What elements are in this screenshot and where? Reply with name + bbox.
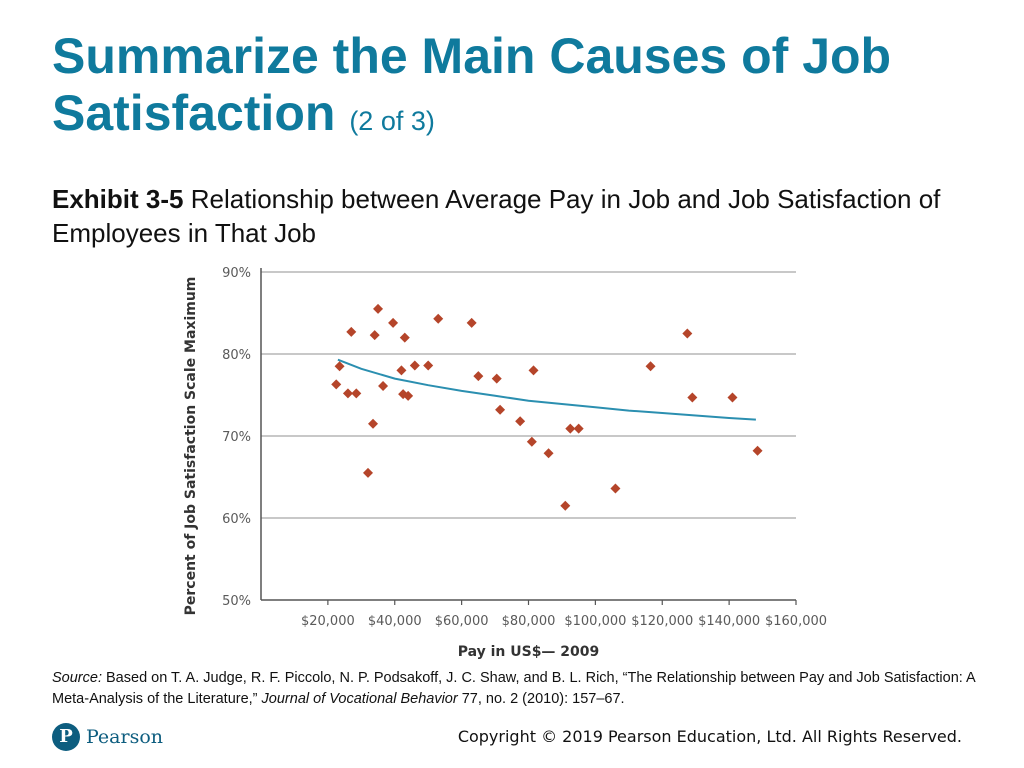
axes	[260, 268, 797, 605]
data-point	[378, 380, 389, 391]
data-point	[645, 361, 656, 372]
data-point	[573, 423, 584, 434]
data-point	[610, 483, 621, 494]
source-label: Source:	[52, 670, 102, 686]
data-point	[368, 418, 379, 429]
y-tick-label: 60%	[222, 512, 251, 527]
data-point	[342, 388, 353, 399]
copyright-notice: Copyright © 2019 Pearson Education, Ltd.…	[457, 727, 962, 746]
slide-title-text: Summarize the Main Causes of Job Satisfa…	[52, 28, 892, 141]
y-tick-label: 70%	[222, 430, 251, 445]
data-point	[351, 388, 362, 399]
slide-title: Summarize the Main Causes of Job Satisfa…	[52, 28, 992, 150]
pearson-logo-icon: P	[52, 723, 80, 751]
trend-line	[337, 358, 756, 421]
data-point	[687, 392, 698, 403]
x-tick-label: $80,000	[502, 614, 556, 629]
x-tick-label: $60,000	[435, 614, 489, 629]
data-point	[528, 365, 539, 376]
data-point	[565, 423, 576, 434]
x-tick-label: $40,000	[368, 614, 422, 629]
exhibit-caption: Exhibit 3-5 Relationship between Average…	[52, 182, 952, 250]
data-point	[403, 390, 414, 401]
data-point	[526, 436, 537, 447]
data-point	[423, 360, 434, 371]
data-point	[363, 467, 373, 478]
y-tick-label: 50%	[222, 594, 251, 609]
data-point	[373, 303, 384, 314]
data-point	[399, 332, 410, 343]
pay-satisfaction-scatter-chart: 50% 60% 70% 80% 90% $20,000 $40,000 $60,000 $80,…	[183, 266, 827, 660]
data-point	[682, 328, 693, 339]
x-tick-label: $100,000	[564, 614, 626, 629]
data-point	[409, 360, 420, 371]
x-tick-label: $20,000	[301, 614, 355, 629]
data-point	[543, 448, 554, 459]
pearson-logo: P Pearson	[52, 722, 163, 752]
x-tick-label: $160,000	[765, 614, 827, 629]
data-point	[331, 379, 342, 390]
data-point	[515, 416, 526, 427]
exhibit-label: Exhibit 3-5	[52, 184, 184, 214]
data-point	[346, 326, 357, 337]
data-point	[369, 330, 380, 341]
pearson-logo-text: Pearson	[86, 726, 164, 748]
source-journal: Journal of Vocational Behavior	[261, 691, 458, 707]
tick-labels: 50% 60% 70% 80% 90% $20,000 $40,000 $60,000 $80,…	[222, 266, 827, 629]
source-note: Source: Based on T. A. Judge, R. F. Picc…	[52, 668, 992, 710]
source-text-a: Based on T. A. Judge, R. F. Piccolo, N. …	[52, 670, 975, 707]
x-axis-label: Pay in US$— 2009	[458, 644, 600, 660]
data-point	[334, 361, 345, 372]
y-axis-label: Percent of Job Satisfaction Scale Maximu…	[183, 277, 199, 616]
data-point	[388, 317, 399, 328]
source-text-b: 77, no. 2 (2010): 157–67.	[461, 691, 625, 707]
slide-title-suffix: (2 of 3)	[349, 106, 435, 136]
data-point	[495, 404, 506, 415]
x-tick-label: $120,000	[631, 614, 693, 629]
data-point	[560, 500, 571, 511]
data-points	[331, 303, 763, 511]
y-tick-label: 80%	[222, 348, 251, 363]
grid-lines	[261, 271, 796, 519]
x-tick-label: $140,000	[698, 614, 760, 629]
data-point	[473, 371, 484, 382]
data-point	[491, 373, 502, 384]
y-tick-label: 90%	[222, 266, 251, 281]
exhibit-description: Relationship between Average Pay in Job …	[52, 184, 941, 248]
data-point	[466, 317, 477, 328]
data-point	[752, 445, 763, 456]
data-point	[433, 313, 444, 324]
data-point	[396, 365, 407, 376]
data-point	[727, 392, 738, 403]
